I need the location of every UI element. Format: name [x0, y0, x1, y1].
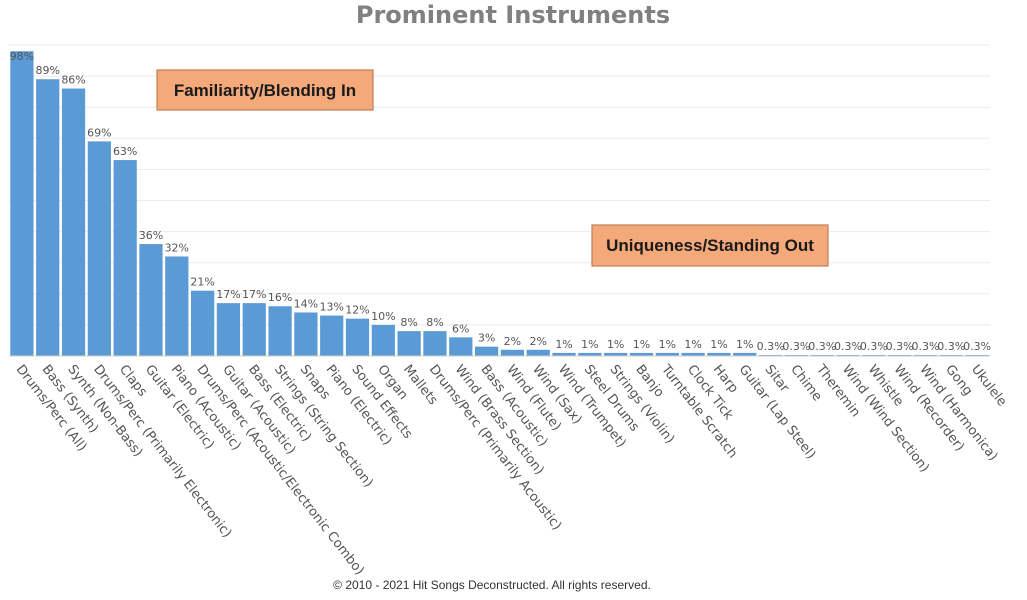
data-label: 14% [294, 297, 318, 310]
chart-title: Prominent Instruments [356, 1, 670, 29]
bar [526, 349, 550, 356]
data-label: 0.3% [860, 340, 888, 353]
bar [371, 324, 395, 356]
callout-uniqueness-box [591, 224, 829, 267]
data-label: 10% [371, 310, 395, 323]
bar [294, 312, 318, 356]
data-label: 12% [345, 304, 369, 317]
data-label: 0.3% [963, 340, 991, 353]
callout-uniqueness-text: Uniqueness/Standing Out [606, 236, 814, 255]
data-label: 0.3% [911, 340, 939, 353]
bar [10, 51, 34, 356]
data-label: 32% [165, 241, 189, 254]
bar [36, 79, 60, 357]
data-label: 1% [736, 338, 753, 351]
data-labels: 98%89%86%69%63%36%32%21%17% 17% 16% 14% 13% 1… [10, 50, 991, 353]
bar [500, 349, 525, 356]
data-label: 6% [452, 322, 469, 335]
callout-uniqueness: Uniqueness/Standing Out [591, 224, 829, 267]
data-label: 0.3% [757, 340, 785, 353]
data-label: 17% [242, 288, 266, 301]
data-label: 21% [190, 276, 214, 289]
data-label: 1% [710, 338, 727, 351]
data-label: 2% [504, 335, 521, 348]
data-label: 8% [426, 316, 443, 329]
bar [578, 352, 602, 356]
x-tick-label: Ukulele [968, 362, 1009, 409]
x-axis-tick-labels: Drums/Perc (All)Bass (Synth)Synth (Non-B… [13, 361, 1010, 578]
bar [655, 352, 679, 356]
bar [423, 331, 447, 356]
bar [707, 352, 731, 356]
data-label: 0.3% [782, 340, 810, 353]
data-label: 36% [139, 229, 163, 242]
bar [604, 352, 628, 356]
bar [191, 290, 215, 356]
bar [268, 306, 292, 356]
bar [449, 337, 473, 356]
data-label: 89% [35, 64, 59, 77]
data-label: 2% [529, 335, 546, 348]
bar [242, 303, 266, 356]
data-label: 0.3% [834, 340, 862, 353]
bar [216, 303, 241, 356]
bar [733, 352, 757, 356]
bar [113, 160, 137, 356]
data-label: 1% [659, 338, 676, 351]
data-label: 1% [581, 338, 598, 351]
bar [87, 141, 111, 356]
callout-familiarity-text: Familiarity/Blending In [174, 81, 356, 100]
data-label: 63% [113, 145, 137, 158]
bar [681, 352, 705, 356]
data-label: 13% [319, 301, 343, 314]
callout-familiarity: Familiarity/Blending In [156, 69, 374, 111]
bar [320, 315, 344, 356]
data-label: 17% [216, 288, 240, 301]
callout-familiarity-box [156, 69, 374, 111]
data-label: 1% [555, 338, 572, 351]
data-label: 86% [61, 74, 85, 87]
bar [397, 331, 421, 356]
bar [165, 256, 189, 356]
bar [139, 244, 163, 356]
data-label: 98% [10, 50, 34, 63]
data-label: 16% [268, 291, 292, 304]
data-label: 8% [400, 316, 417, 329]
bar [629, 352, 654, 356]
bar [474, 346, 499, 356]
data-label: 3% [478, 332, 495, 345]
bar [61, 88, 86, 356]
bar [345, 318, 370, 356]
data-label: 1% [607, 338, 624, 351]
copyright-footer: © 2010 - 2021 Hit Songs Deconstructed. A… [333, 578, 651, 592]
data-label: 0.3% [937, 340, 965, 353]
data-label: 1% [633, 338, 650, 351]
bars [10, 51, 989, 357]
bar [552, 352, 576, 356]
data-label: 69% [87, 126, 111, 139]
data-label: 0.3% [808, 340, 836, 353]
data-label: 0.3% [886, 340, 914, 353]
data-label: 1% [684, 338, 701, 351]
